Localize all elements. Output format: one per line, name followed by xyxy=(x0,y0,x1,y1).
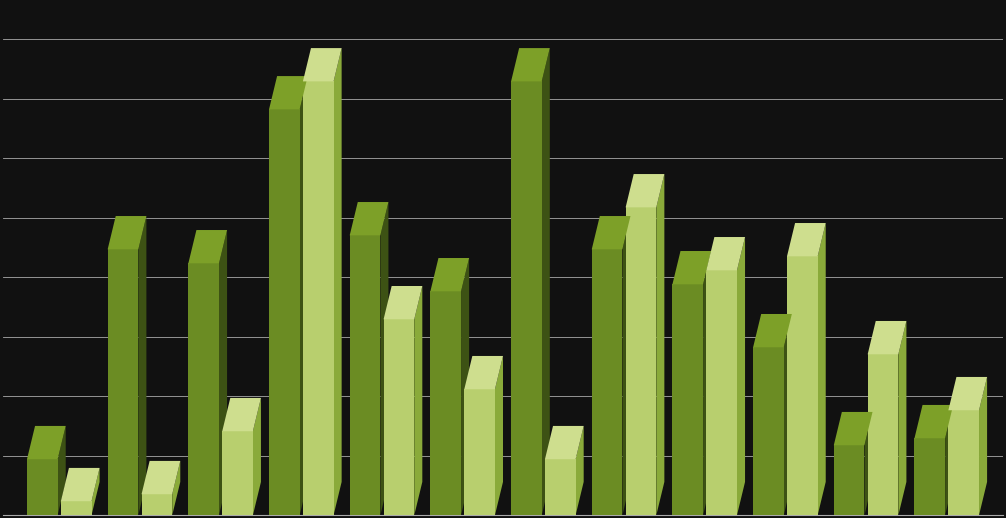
Bar xyxy=(672,284,703,515)
Polygon shape xyxy=(945,405,954,515)
Polygon shape xyxy=(138,216,147,515)
Bar xyxy=(592,249,623,515)
Bar xyxy=(61,501,92,515)
Polygon shape xyxy=(787,223,826,256)
Polygon shape xyxy=(142,461,180,494)
Polygon shape xyxy=(864,412,872,515)
Polygon shape xyxy=(545,426,583,459)
Bar xyxy=(914,438,945,515)
Polygon shape xyxy=(303,48,342,81)
Bar xyxy=(511,81,541,515)
Bar xyxy=(188,263,219,515)
Polygon shape xyxy=(656,174,664,515)
Polygon shape xyxy=(222,398,261,431)
Polygon shape xyxy=(383,286,423,319)
Bar xyxy=(222,431,253,515)
Polygon shape xyxy=(108,216,147,249)
Polygon shape xyxy=(219,230,227,515)
Polygon shape xyxy=(92,468,100,515)
Polygon shape xyxy=(461,258,469,515)
Polygon shape xyxy=(511,48,550,81)
Polygon shape xyxy=(575,426,583,515)
Polygon shape xyxy=(626,174,664,207)
Polygon shape xyxy=(898,321,906,515)
Bar xyxy=(834,445,864,515)
Polygon shape xyxy=(27,426,65,459)
Bar xyxy=(350,235,380,515)
Bar xyxy=(269,109,300,515)
Bar xyxy=(787,256,818,515)
Bar xyxy=(706,270,737,515)
Polygon shape xyxy=(541,48,550,515)
Polygon shape xyxy=(269,76,308,109)
Polygon shape xyxy=(414,286,423,515)
Polygon shape xyxy=(465,356,503,389)
Bar xyxy=(108,249,138,515)
Polygon shape xyxy=(57,426,65,515)
Polygon shape xyxy=(914,405,954,438)
Polygon shape xyxy=(61,468,100,501)
Polygon shape xyxy=(949,377,987,410)
Bar xyxy=(626,207,656,515)
Polygon shape xyxy=(818,223,826,515)
Polygon shape xyxy=(703,251,711,515)
Bar xyxy=(753,347,784,515)
Polygon shape xyxy=(753,314,792,347)
Polygon shape xyxy=(188,230,227,263)
Polygon shape xyxy=(623,216,631,515)
Polygon shape xyxy=(672,251,711,284)
Bar xyxy=(303,81,334,515)
Polygon shape xyxy=(380,202,388,515)
Polygon shape xyxy=(737,237,745,515)
Bar xyxy=(431,291,461,515)
Bar xyxy=(383,319,414,515)
Bar xyxy=(27,459,57,515)
Polygon shape xyxy=(350,202,388,235)
Polygon shape xyxy=(334,48,342,515)
Polygon shape xyxy=(431,258,469,291)
Polygon shape xyxy=(979,377,987,515)
Polygon shape xyxy=(495,356,503,515)
Bar xyxy=(949,410,979,515)
Polygon shape xyxy=(253,398,261,515)
Polygon shape xyxy=(706,237,745,270)
Polygon shape xyxy=(834,412,872,445)
Polygon shape xyxy=(300,76,308,515)
Polygon shape xyxy=(592,216,631,249)
Bar xyxy=(868,354,898,515)
Bar xyxy=(545,459,575,515)
Polygon shape xyxy=(784,314,792,515)
Polygon shape xyxy=(868,321,906,354)
Bar xyxy=(142,494,172,515)
Polygon shape xyxy=(172,461,180,515)
Bar xyxy=(465,389,495,515)
